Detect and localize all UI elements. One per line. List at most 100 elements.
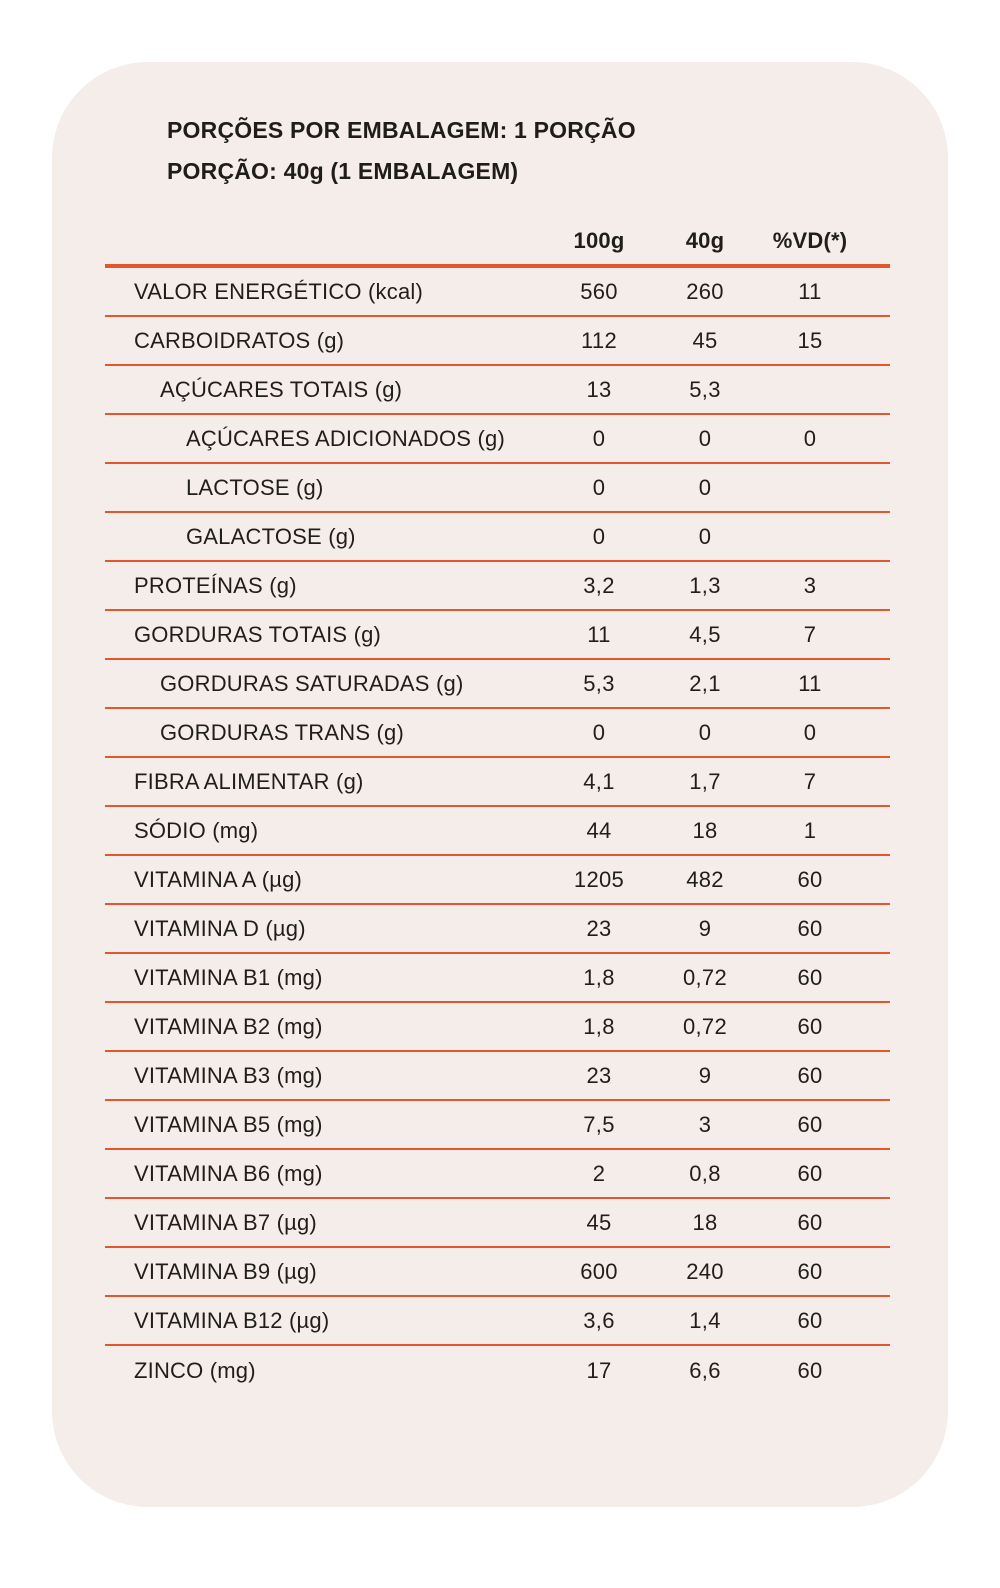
value-vd: 0 [803, 425, 817, 451]
value-100g: 17 [586, 1357, 612, 1383]
value-vd: 60 [797, 1160, 823, 1186]
value-100g: 5,3 [583, 670, 615, 696]
row-label: VITAMINA B2 (mg) [134, 1013, 323, 1039]
table-row: VITAMINA B9 (µg) 600 240 60 [105, 1248, 890, 1297]
row-label: VITAMINA B1 (mg) [134, 964, 323, 990]
table-row: LACTOSE (g) 0 0 [105, 464, 890, 513]
table-row: VITAMINA B2 (mg) 1,8 0,72 60 [105, 1003, 890, 1052]
value-100g: 2 [592, 1160, 606, 1186]
table-row: FIBRA ALIMENTAR (g) 4,1 1,7 7 [105, 758, 890, 807]
row-label: VITAMINA D (µg) [134, 915, 306, 941]
value-vd: 60 [797, 1258, 823, 1284]
value-100g: 3,6 [583, 1307, 615, 1333]
row-label: VITAMINA B6 (mg) [134, 1160, 323, 1186]
value-40g: 0 [698, 523, 712, 549]
row-label: GORDURAS SATURADAS (g) [160, 670, 464, 696]
value-40g: 45 [692, 327, 718, 353]
value-100g: 4,1 [583, 768, 615, 794]
row-label: GORDURAS TOTAIS (g) [134, 621, 382, 647]
table-row: VITAMINA B3 (mg) 23 9 60 [105, 1052, 890, 1101]
value-100g: 44 [586, 817, 612, 843]
value-100g: 13 [586, 376, 612, 402]
value-40g: 5,3 [689, 376, 721, 402]
table-row: GALACTOSE (g) 0 0 [105, 513, 890, 562]
row-label: VALOR ENERGÉTICO (kcal) [134, 278, 424, 304]
value-40g: 18 [692, 817, 718, 843]
value-100g: 1,8 [583, 964, 615, 990]
value-100g: 3,2 [583, 572, 615, 598]
value-vd: 60 [797, 1357, 823, 1383]
value-40g: 2,1 [689, 670, 721, 696]
row-label: VITAMINA B7 (µg) [134, 1209, 317, 1235]
table-row: ZINCO (mg) 17 6,6 60 [105, 1346, 890, 1395]
value-vd: 60 [797, 1111, 823, 1137]
table-row: VITAMINA B5 (mg) 7,5 3 60 [105, 1101, 890, 1150]
value-vd: 15 [797, 327, 823, 353]
row-label: VITAMINA B5 (mg) [134, 1111, 323, 1137]
value-40g: 0 [698, 425, 712, 451]
value-100g: 45 [586, 1209, 612, 1235]
value-40g: 3 [698, 1111, 712, 1137]
table-row: VITAMINA B1 (mg) 1,8 0,72 60 [105, 954, 890, 1003]
value-100g: 560 [580, 278, 618, 304]
table-row: PROTEÍNAS (g) 3,2 1,3 3 [105, 562, 890, 611]
table-row: VALOR ENERGÉTICO (kcal) 560 260 11 [105, 268, 890, 317]
value-40g: 260 [686, 278, 724, 304]
serving-size: PORÇÃO: 40g (1 EMBALAGEM) [167, 158, 519, 184]
table-row: GORDURAS TOTAIS (g) 11 4,5 7 [105, 611, 890, 660]
table-row: CARBOIDRATOS (g) 112 45 15 [105, 317, 890, 366]
value-100g: 112 [581, 327, 617, 353]
table-row: VITAMINA B7 (µg) 45 18 60 [105, 1199, 890, 1248]
row-label: VITAMINA B12 (µg) [134, 1307, 330, 1333]
value-100g: 1205 [573, 866, 625, 892]
value-40g: 18 [692, 1209, 718, 1235]
table-row: AÇÚCARES TOTAIS (g) 13 5,3 [105, 366, 890, 415]
serving-info: PORÇÕES POR EMBALAGEM: 1 PORÇÃO PORÇÃO: … [167, 110, 636, 192]
value-100g: 600 [580, 1258, 618, 1284]
row-label: AÇÚCARES ADICIONADOS (g) [186, 425, 505, 451]
table-row: GORDURAS SATURADAS (g) 5,3 2,1 11 [105, 660, 890, 709]
value-vd: 60 [797, 866, 823, 892]
value-vd: 60 [797, 1307, 823, 1333]
value-40g: 0 [698, 719, 712, 745]
value-vd: 11 [798, 670, 822, 696]
column-header-100g: 100g [573, 228, 625, 253]
row-label: VITAMINA A (µg) [134, 866, 303, 892]
value-40g: 1,3 [689, 572, 721, 598]
column-header-40g: 40g [685, 228, 725, 253]
value-vd: 60 [797, 915, 823, 941]
row-label: PROTEÍNAS (g) [134, 572, 297, 598]
row-label: VITAMINA B3 (mg) [134, 1062, 323, 1088]
value-40g: 240 [686, 1258, 724, 1284]
value-40g: 9 [698, 915, 712, 941]
value-100g: 0 [592, 719, 606, 745]
row-label: LACTOSE (g) [186, 474, 324, 500]
nutrition-table: 100g 40g %VD(*) VALOR ENERGÉTICO (kcal) 5… [105, 218, 890, 1395]
row-label: GALACTOSE (g) [186, 523, 356, 549]
value-40g: 0,8 [689, 1160, 721, 1186]
value-vd: 60 [797, 1013, 823, 1039]
servings-per-package: PORÇÕES POR EMBALAGEM: 1 PORÇÃO [167, 117, 636, 143]
table-row: AÇÚCARES ADICIONADOS (g) 0 0 0 [105, 415, 890, 464]
row-label: AÇÚCARES TOTAIS (g) [160, 376, 403, 402]
row-label: CARBOIDRATOS (g) [134, 327, 345, 353]
value-40g: 4,5 [689, 621, 721, 647]
table-body: VALOR ENERGÉTICO (kcal) 560 260 11 CARBOIDRA… [105, 268, 890, 1395]
table-row: VITAMINA B12 (µg) 3,6 1,4 60 [105, 1297, 890, 1346]
table-row: VITAMINA D (µg) 23 9 60 [105, 905, 890, 954]
value-40g: 482 [686, 866, 724, 892]
value-vd: 60 [797, 1062, 823, 1088]
value-100g: 0 [592, 474, 606, 500]
value-100g: 1,8 [583, 1013, 615, 1039]
value-100g: 0 [592, 523, 606, 549]
value-100g: 23 [586, 1062, 612, 1088]
nutrition-label-card: PORÇÕES POR EMBALAGEM: 1 PORÇÃO PORÇÃO: … [52, 62, 948, 1507]
value-40g: 0,72 [682, 964, 728, 990]
row-label: FIBRA ALIMENTAR (g) [134, 768, 364, 794]
value-vd: 7 [803, 768, 817, 794]
table-row: VITAMINA B6 (mg) 2 0,8 60 [105, 1150, 890, 1199]
column-header-vd: %VD(*) [772, 228, 848, 253]
value-vd: 60 [797, 1209, 823, 1235]
value-40g: 1,4 [689, 1307, 721, 1333]
